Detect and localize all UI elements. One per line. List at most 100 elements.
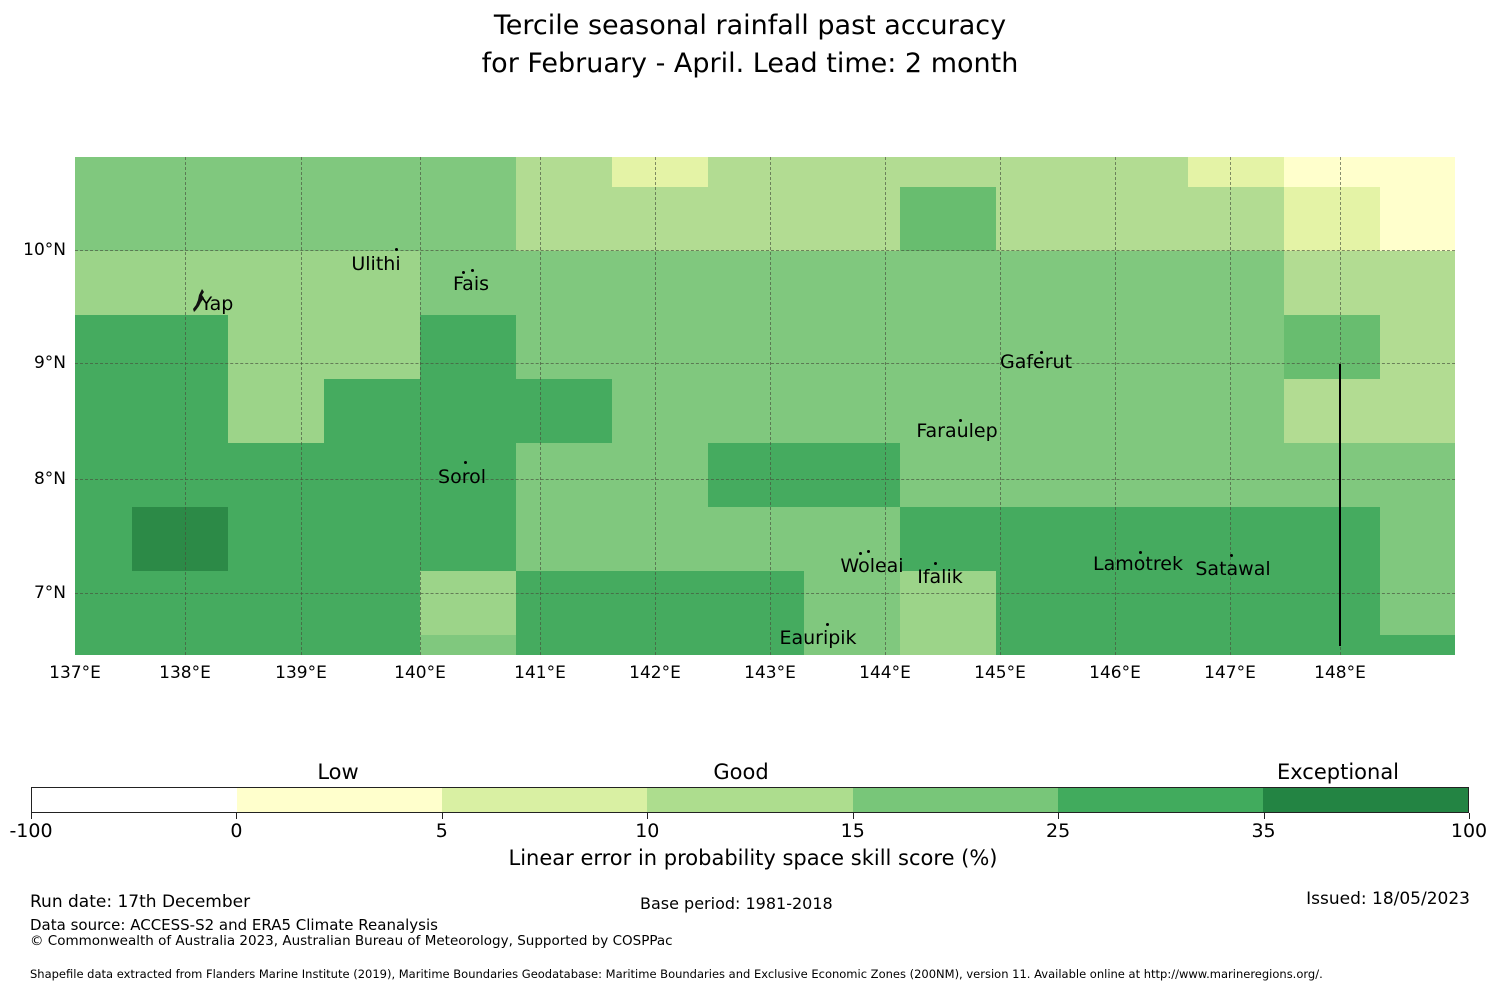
grid-cell: [324, 571, 420, 635]
grid-cell: [324, 187, 420, 251]
meridian-gridline: [540, 157, 541, 655]
colorbar-tick-label: 10: [635, 820, 660, 842]
grid-cell: [804, 315, 900, 379]
x-tick-label: 137°E: [49, 663, 101, 683]
grid-cell: [900, 507, 996, 571]
grid-cell: [516, 571, 612, 635]
y-tick-label: 8°N: [33, 469, 66, 489]
grid-cell: [75, 315, 132, 379]
parallel-gridline: [75, 593, 1455, 594]
base-period-text: Base period: 1981-2018: [640, 894, 833, 913]
issued-text: Issued: 18/05/2023: [1306, 889, 1470, 909]
grid-cell: [996, 251, 1092, 315]
parallel-gridline: [75, 363, 1455, 364]
grid-cell: [804, 635, 900, 655]
grid-cell: [228, 571, 324, 635]
island-dot-lamotrek: [1139, 551, 1142, 554]
x-tick-label: 139°E: [275, 663, 327, 683]
grid-cell: [1284, 379, 1380, 443]
grid-cell: [1380, 443, 1455, 507]
grid-cell: [900, 187, 996, 251]
x-tick-label: 145°E: [974, 663, 1026, 683]
grid-cell: [516, 379, 612, 443]
colorbar-tick: [647, 813, 649, 819]
island-dot-woleai: [859, 552, 862, 555]
y-tick-label: 7°N: [33, 583, 66, 603]
grid-cell: [228, 635, 324, 655]
meridian-gridline: [185, 157, 186, 655]
chart-title: Tercile seasonal rainfall past accuracy …: [482, 7, 1019, 83]
grid-cell: [420, 443, 516, 507]
island-dot-satawal: [1230, 554, 1233, 557]
colorbar-segment: [852, 788, 1058, 812]
parallel-gridline: [75, 250, 1455, 251]
grid-cell: [516, 315, 612, 379]
grid-cell: [132, 571, 228, 635]
colorbar-segment: [647, 788, 853, 812]
meridian-gridline: [1115, 157, 1116, 655]
grid-cell: [996, 571, 1092, 635]
meridian-gridline: [420, 157, 421, 655]
x-tick-label: 146°E: [1089, 663, 1141, 683]
data-source-text: Data source: ACCESS-S2 and ERA5 Climate …: [30, 916, 438, 934]
grid-cell: [1188, 187, 1284, 251]
grid-cell: [1284, 251, 1380, 315]
grid-cell: [900, 443, 996, 507]
grid-cell: [132, 187, 228, 251]
colorbar-tick-label: 100: [1450, 820, 1488, 842]
x-tick-label: 141°E: [514, 663, 566, 683]
x-tick-label: 143°E: [744, 663, 796, 683]
island-dot-gaferut: [1040, 351, 1043, 354]
grid-cell: [804, 571, 900, 635]
grid-cell: [612, 251, 708, 315]
grid-cell: [996, 507, 1092, 571]
grid-cell: [132, 635, 228, 655]
island-label-sorol: Sorol: [438, 466, 486, 488]
grid-cell: [1092, 379, 1188, 443]
grid-cell: [516, 157, 612, 187]
meridian-gridline: [770, 157, 771, 655]
grid-cell: [75, 187, 132, 251]
grid-cell: [1284, 157, 1380, 187]
grid-cell: [612, 379, 708, 443]
island-label-lamotrek: Lamotrek: [1093, 553, 1183, 575]
grid-cell: [612, 443, 708, 507]
colorbar-category-label: Low: [317, 760, 359, 784]
grid-cell: [1380, 315, 1455, 379]
grid-cell: [75, 507, 132, 571]
island-label-woleai: Woleai: [840, 555, 904, 577]
colorbar-tick-label: -100: [9, 820, 53, 842]
grid-cell: [1092, 571, 1188, 635]
grid-cell: [708, 187, 804, 251]
grid-cell: [1188, 443, 1284, 507]
x-tick-label: 140°E: [394, 663, 446, 683]
colorbar-caption: Linear error in probability space skill …: [508, 846, 998, 870]
colorbar-tick-label: 0: [230, 820, 243, 842]
grid-cell: [708, 507, 804, 571]
grid-cell: [516, 635, 612, 655]
grid-cell: [1188, 251, 1284, 315]
run-date-text: Run date: 17th December: [30, 892, 251, 912]
grid-cell: [516, 443, 612, 507]
grid-cell: [708, 443, 804, 507]
colorbar-category-label: Exceptional: [1276, 760, 1400, 784]
grid-cell: [420, 635, 516, 655]
grid-cell: [612, 157, 708, 187]
grid-cell: [1284, 507, 1380, 571]
colorbar-tick: [852, 813, 854, 819]
grid-cell: [900, 315, 996, 379]
grid-cell: [1092, 507, 1188, 571]
eez-boundary-line: [1339, 364, 1341, 646]
grid-cell: [132, 443, 228, 507]
grid-cell: [324, 251, 420, 315]
island-dot-fais: [462, 271, 465, 274]
grid-cell: [804, 443, 900, 507]
x-tick-label: 138°E: [159, 663, 211, 683]
meridian-gridline: [655, 157, 656, 655]
colorbar-segment: [1262, 788, 1468, 812]
grid-cell: [1188, 507, 1284, 571]
grid-cell: [1284, 315, 1380, 379]
island-label-faraulep: Faraulep: [916, 420, 998, 442]
grid-cell: [804, 157, 900, 187]
